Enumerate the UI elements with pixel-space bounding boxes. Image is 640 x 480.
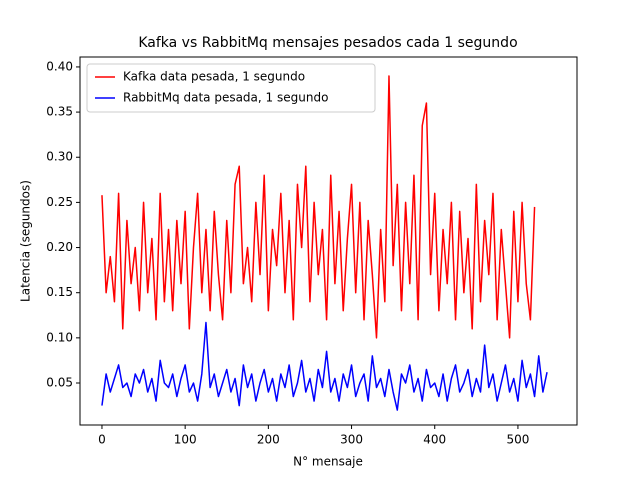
y-tick-label: 0.05 bbox=[46, 376, 73, 390]
x-tick-label: 500 bbox=[506, 433, 529, 447]
line-series bbox=[101, 75, 536, 339]
x-tick-label: 300 bbox=[340, 433, 363, 447]
x-tick-label: 100 bbox=[174, 433, 197, 447]
y-tick-label: 0.20 bbox=[46, 240, 73, 254]
legend-label: Kafka data pesada, 1 segundo bbox=[123, 70, 305, 84]
line-series bbox=[101, 321, 548, 411]
legend: Kafka data pesada, 1 segundo RabbitMq dat… bbox=[86, 63, 376, 113]
y-axis-label: Latencia (segundos) bbox=[19, 180, 33, 302]
y-tick-label: 0.35 bbox=[46, 105, 73, 119]
y-tick-label: 0.15 bbox=[46, 285, 73, 299]
y-tick-label: 0.25 bbox=[46, 195, 73, 209]
chart-title: Kafka vs RabbitMq mensajes pesados cada … bbox=[138, 35, 517, 51]
y-tick-label: 0.30 bbox=[46, 150, 73, 164]
x-axis-label: N° mensaje bbox=[293, 455, 363, 469]
x-tick-label: 200 bbox=[257, 433, 280, 447]
plot-frame bbox=[79, 56, 578, 426]
x-tick-label: 400 bbox=[423, 433, 446, 447]
x-tick-label: 0 bbox=[98, 433, 106, 447]
y-tick-label: 0.10 bbox=[46, 330, 73, 344]
legend-box bbox=[86, 63, 376, 113]
legend-label: RabbitMq data pesada, 1 segundo bbox=[123, 91, 328, 105]
y-tick-label: 0.40 bbox=[46, 59, 73, 73]
